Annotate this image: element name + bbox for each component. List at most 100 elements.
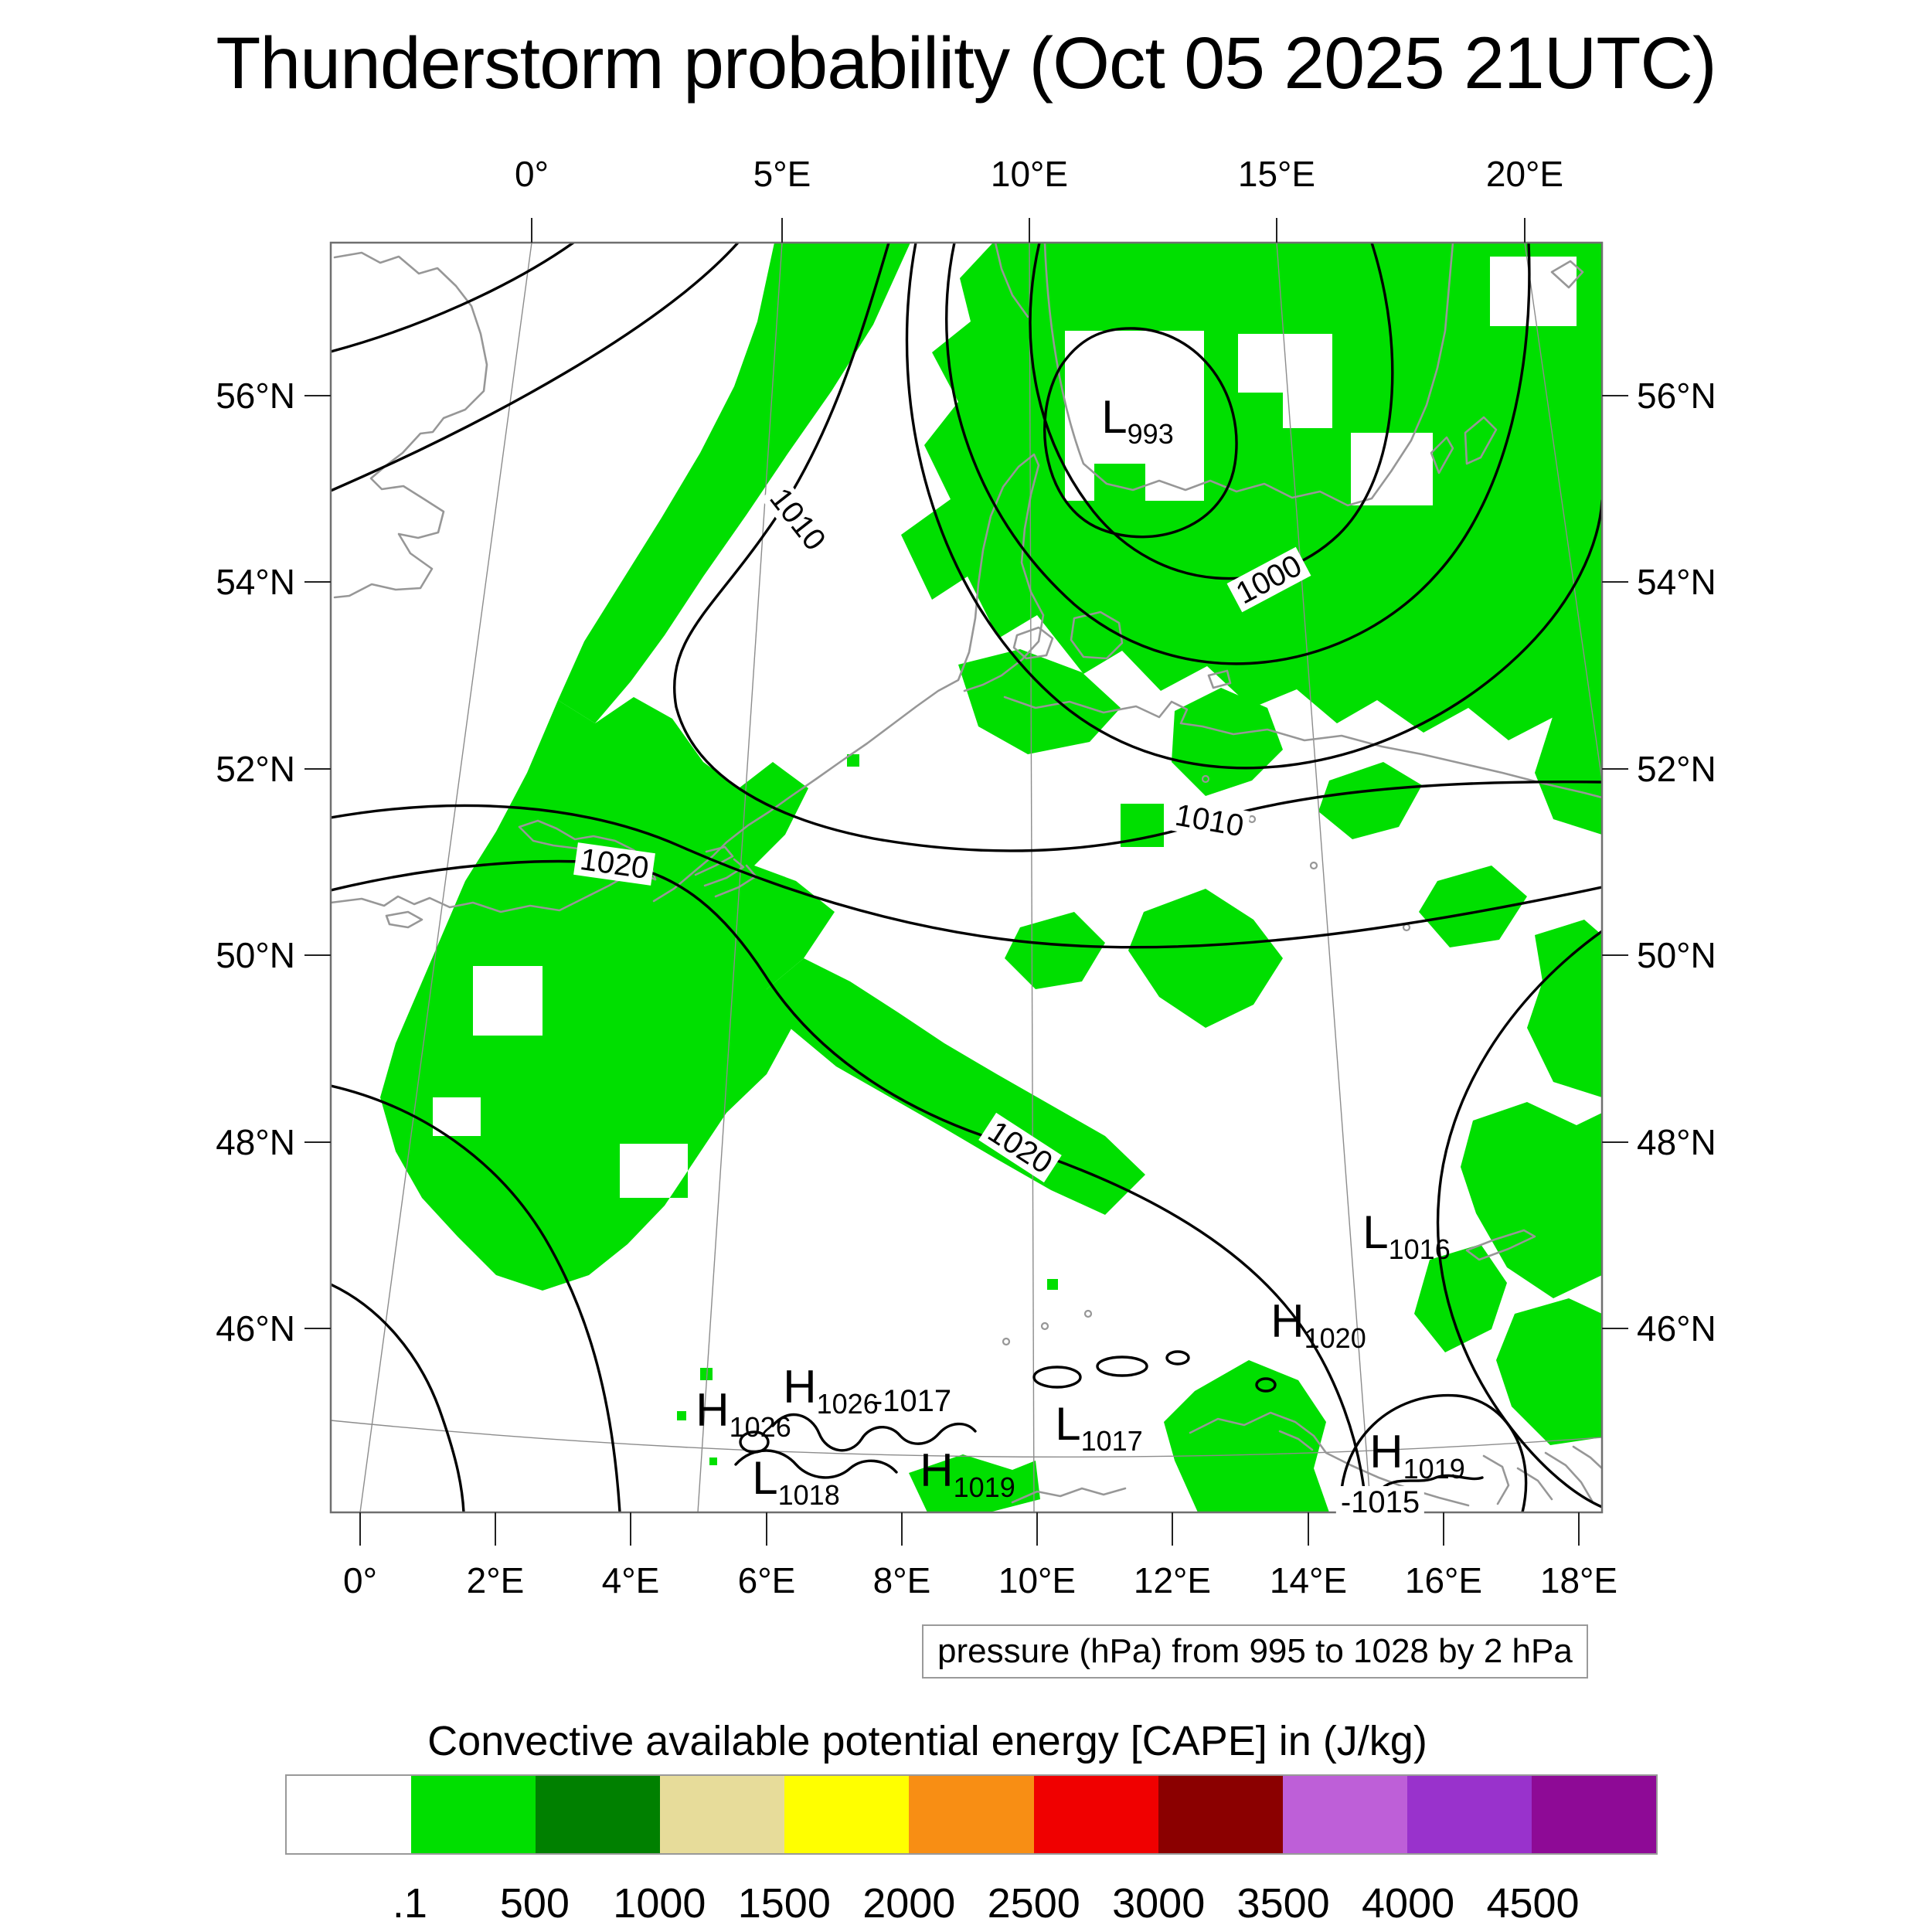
pressure-value: 1018 xyxy=(777,1479,840,1511)
right-tick xyxy=(1602,954,1628,956)
left-axis-label: 52°N xyxy=(216,749,295,789)
pressure-value: 1019 xyxy=(1403,1453,1465,1485)
right-tick xyxy=(1602,581,1628,583)
bottom-axis-label: 18°E xyxy=(1539,1560,1618,1600)
bottom-tick xyxy=(1172,1512,1173,1546)
bottom-axis-label: 6°E xyxy=(737,1560,796,1600)
low-pressure-center: L993 xyxy=(1101,394,1173,448)
right-axis-label: 50°N xyxy=(1637,935,1716,975)
bottom-tick xyxy=(359,1512,361,1546)
pressure-caption: pressure (hPa) from 995 to 1028 by 2 hPa xyxy=(922,1624,1588,1679)
top-tick xyxy=(1524,218,1526,243)
top-tick xyxy=(1029,218,1030,243)
left-tick xyxy=(304,581,331,583)
high-pressure-center: H1026 xyxy=(783,1364,878,1418)
high-pressure-center: H1026 xyxy=(696,1387,791,1441)
left-axis-label: 50°N xyxy=(216,935,295,975)
pressure-letter: L xyxy=(1362,1206,1389,1258)
bottom-axis-label: 10°E xyxy=(998,1560,1077,1600)
page-title: Thunderstorm probability (Oct 05 2025 21… xyxy=(216,22,1716,104)
graticule-layer xyxy=(331,243,1602,1512)
pressure-letter: H xyxy=(1270,1295,1304,1347)
right-tick xyxy=(1602,1141,1628,1143)
pressure-value: 1026 xyxy=(816,1388,879,1420)
contour-label: -1015 xyxy=(1335,1486,1425,1519)
high-pressure-center: H1020 xyxy=(1270,1298,1366,1352)
left-tick xyxy=(304,768,331,770)
bottom-tick xyxy=(766,1512,767,1546)
top-tick xyxy=(1276,218,1277,243)
pressure-value: 1019 xyxy=(953,1471,1015,1503)
colorbar-boundary-label: 1000 xyxy=(613,1880,706,1927)
top-tick xyxy=(781,218,783,243)
colorbar-cell xyxy=(909,1776,1034,1853)
colorbar-cell xyxy=(1531,1776,1657,1853)
right-tick xyxy=(1602,768,1628,770)
bottom-tick xyxy=(1443,1512,1444,1546)
bottom-tick xyxy=(630,1512,631,1546)
right-tick xyxy=(1602,1328,1628,1329)
colorbar-boundary-label: 2000 xyxy=(862,1880,956,1927)
bottom-tick xyxy=(1578,1512,1580,1546)
top-axis-label: 5°E xyxy=(753,154,811,194)
bottom-tick xyxy=(495,1512,496,1546)
right-axis-label: 46°N xyxy=(1637,1308,1716,1349)
left-axis-label: 56°N xyxy=(216,376,295,416)
bottom-tick xyxy=(901,1512,903,1546)
pressure-letter: L xyxy=(1055,1398,1081,1450)
top-axis-label: 20°E xyxy=(1485,154,1564,194)
bottom-axis-label: 12°E xyxy=(1133,1560,1212,1600)
pressure-value: 1020 xyxy=(1304,1322,1366,1354)
top-axis-label: 10°E xyxy=(990,154,1069,194)
low-pressure-center: L1016 xyxy=(1362,1209,1450,1264)
right-axis-label: 54°N xyxy=(1637,562,1716,602)
colorbar-cell xyxy=(411,1776,536,1853)
contour-label: -1017 xyxy=(867,1385,957,1417)
colorbar-cell xyxy=(536,1776,661,1853)
colorbar-boundary-label: 1500 xyxy=(737,1880,831,1927)
pressure-value: 993 xyxy=(1127,418,1174,450)
left-tick xyxy=(304,395,331,396)
cape-shading-layer xyxy=(380,243,1602,1512)
map-frame xyxy=(329,241,1604,1514)
colorbar-boundary-label: 4500 xyxy=(1486,1880,1580,1927)
pressure-letter: H xyxy=(920,1444,954,1496)
colorbar-cell xyxy=(1158,1776,1283,1853)
pressure-letter: H xyxy=(783,1361,817,1413)
high-pressure-center: H1019 xyxy=(1369,1429,1464,1483)
left-tick xyxy=(304,1141,331,1143)
pressure-letter: L xyxy=(752,1452,778,1504)
right-axis-label: 48°N xyxy=(1637,1122,1716,1162)
legend-title: Convective available potential energy [C… xyxy=(427,1718,1427,1764)
pressure-value: 1026 xyxy=(729,1411,791,1443)
bottom-axis-label: 14°E xyxy=(1269,1560,1348,1600)
top-tick xyxy=(531,218,532,243)
top-axis-label: 0° xyxy=(515,154,549,194)
colorbar-cell xyxy=(784,1776,910,1853)
colorbar-boundary-label: 500 xyxy=(499,1880,570,1927)
low-pressure-center: L1018 xyxy=(752,1455,839,1509)
colorbar-boundary-label: 3500 xyxy=(1236,1880,1330,1927)
colorbar-boundary-label: .1 xyxy=(392,1880,427,1927)
bottom-axis-label: 4°E xyxy=(601,1560,660,1600)
bottom-axis-label: 0° xyxy=(343,1560,377,1600)
left-tick xyxy=(304,1328,331,1329)
cape-colorbar xyxy=(285,1774,1658,1855)
colorbar-cell xyxy=(1406,1776,1532,1853)
bottom-tick xyxy=(1036,1512,1038,1546)
bottom-axis-label: 8°E xyxy=(872,1560,931,1600)
left-tick xyxy=(304,954,331,956)
cape-colorbar-labels: .1 500 1000 1500 2000 2500 3000 3500 4000 4500 xyxy=(285,1879,1658,1927)
pressure-letter: H xyxy=(1369,1426,1403,1478)
colorbar-cell xyxy=(287,1776,412,1853)
colorbar-boundary-label: 3000 xyxy=(1112,1880,1206,1927)
right-tick xyxy=(1602,395,1628,396)
colorbar-boundary-label: 4000 xyxy=(1362,1880,1455,1927)
colorbar-boundary-label: 2500 xyxy=(987,1880,1080,1927)
colorbar-cell xyxy=(1282,1776,1407,1853)
left-axis-label: 46°N xyxy=(216,1308,295,1349)
high-pressure-center: H1019 xyxy=(920,1447,1015,1502)
pressure-value: 1016 xyxy=(1388,1233,1451,1265)
